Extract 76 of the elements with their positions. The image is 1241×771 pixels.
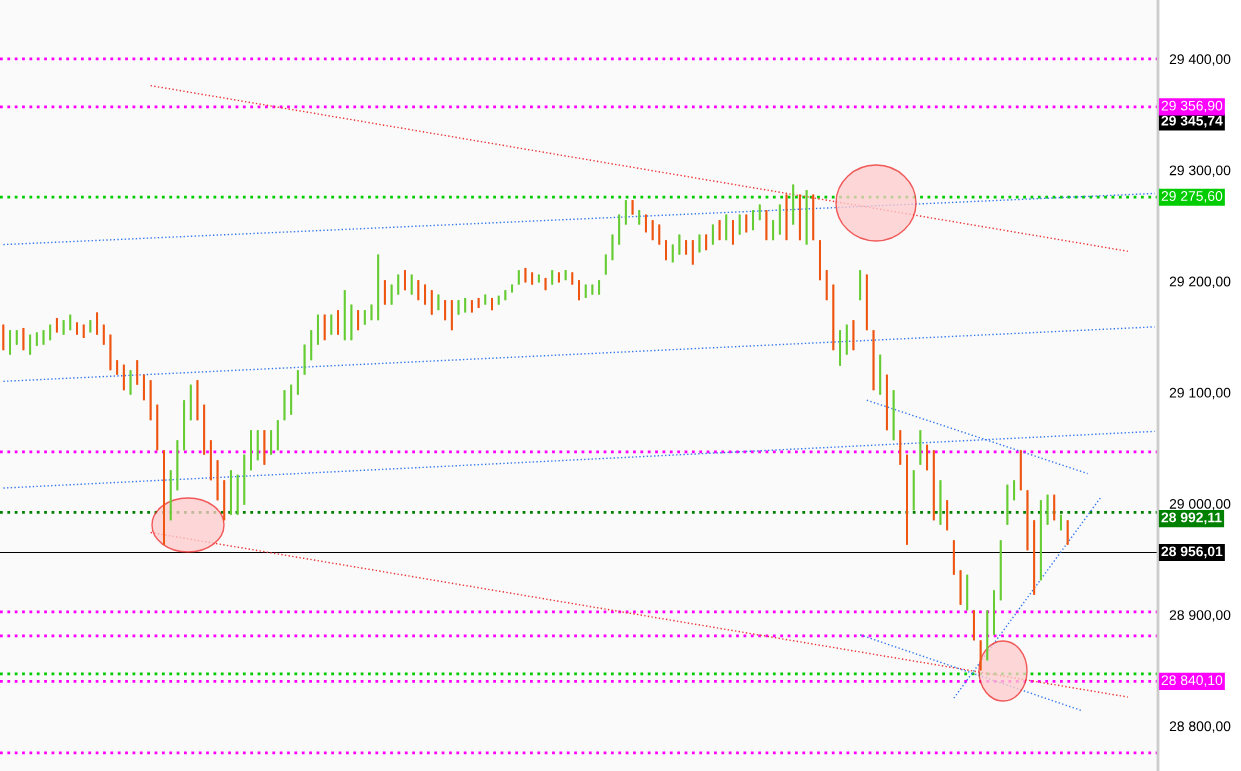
candlestick [765,209,768,241]
candlestick [825,269,828,301]
candlestick [283,389,286,421]
ref-line-label: 28 840,10 [1161,675,1223,687]
candlestick [959,569,962,606]
candlestick [162,449,165,546]
candlestick [544,277,547,291]
y-tick-label: 29 300,00 [1169,165,1231,177]
candlestick [303,343,306,376]
candlestick [129,369,132,396]
candlestick [263,429,266,466]
candlestick [785,193,788,241]
ref-line-label: 29 356,90 [1161,100,1223,113]
ref-line-label: 28 956,01 [1161,546,1223,559]
candlestick [22,327,25,351]
candlestick [42,329,45,346]
candlestick [437,293,440,311]
candlestick [477,297,480,309]
candlestick [82,323,85,339]
candlestick [611,233,614,261]
candlestick [738,213,741,236]
candlestick [832,283,835,351]
ref-line-label: 29 275,60 [1161,191,1223,203]
candlestick [1026,489,1029,552]
candlestick [651,219,654,241]
candlestick [176,439,179,491]
candlestick [678,233,681,256]
candlestick [578,279,580,301]
candlestick [718,219,721,241]
y-tick-label: 28 900,00 [1169,610,1231,622]
candlestick [979,639,982,672]
candlestick [939,479,942,526]
candlestick [410,273,413,296]
candlestick [591,283,594,296]
candlestick [370,303,373,321]
candlestick [852,319,855,351]
candlestick [698,233,701,254]
candlestick [490,297,493,311]
candlestick [216,459,219,501]
y-tick-label: 29 200,00 [1169,276,1231,289]
candlestick [805,189,808,246]
candlestick [350,303,353,341]
candlestick [1066,519,1069,546]
candlestick [89,319,92,334]
candlestick [250,429,253,471]
y-tick-label: 29 100,00 [1169,387,1231,400]
candlestick [892,389,895,441]
y-tick-label: 29 400,00 [1169,54,1231,66]
candlestick [1006,484,1009,526]
candlestick [2,323,5,351]
candlestick [457,299,460,316]
candlestick [919,429,922,466]
candlestick [665,239,668,261]
candlestick [149,379,152,421]
candlestick [504,289,507,301]
candlestick [323,313,326,341]
candlestick [330,313,333,336]
y-tick-label: 28 800,00 [1169,721,1231,733]
candlestick [905,454,908,546]
candlestick [564,269,567,281]
candlestick [993,589,996,636]
candlestick [236,474,239,516]
candlestick [196,379,199,421]
text: 29 345,74 [1161,115,1223,128]
candlestick [390,283,393,306]
candlestick [745,213,748,234]
candlestick [417,279,420,301]
ref-line-label: 28 992,11 [1161,512,1222,525]
candlestick [524,267,527,284]
candlestick [96,311,99,336]
candlestick [872,329,875,391]
y-tick-label: 29 000,00 [1169,498,1231,511]
candlestick [109,333,112,371]
candlestick [631,199,634,216]
candlestick [62,319,65,336]
candlestick [1046,494,1049,526]
